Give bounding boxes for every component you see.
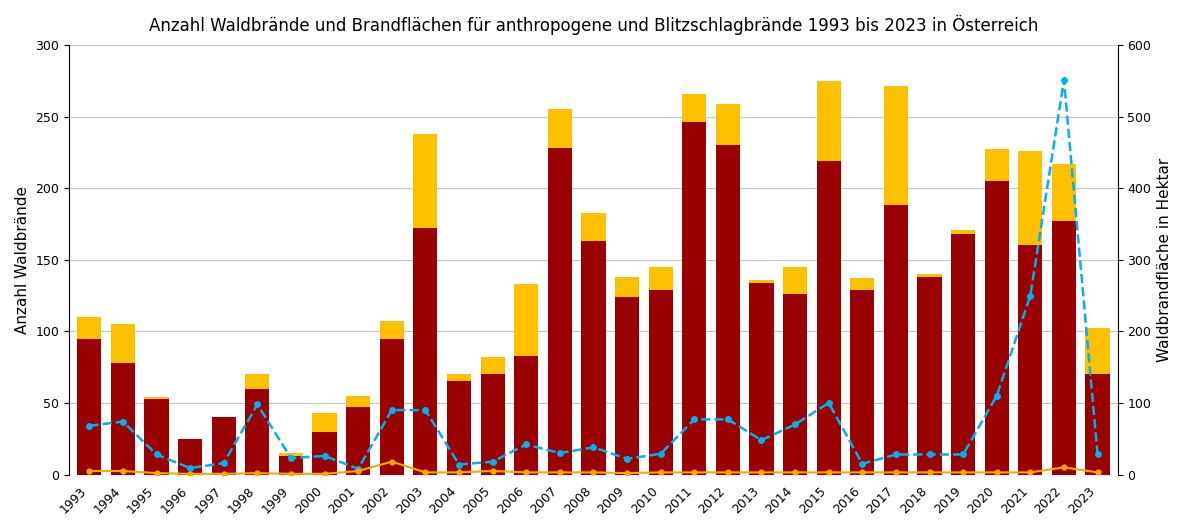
Bar: [312, 413, 337, 432]
Bar: [145, 399, 169, 475]
Bar: [547, 148, 572, 475]
Bar: [481, 374, 504, 475]
Title: Anzahl Waldbrände und Brandflächen für anthropogene und Blitzschlagbrände 1993 b: Anzahl Waldbrände und Brandflächen für a…: [148, 15, 1039, 35]
Bar: [347, 407, 370, 475]
Bar: [279, 453, 303, 456]
Bar: [380, 321, 404, 339]
Bar: [447, 381, 471, 475]
Bar: [110, 324, 135, 363]
Bar: [817, 161, 840, 475]
Bar: [413, 228, 438, 475]
Bar: [110, 363, 135, 475]
Bar: [582, 241, 605, 475]
Bar: [615, 277, 639, 297]
Bar: [481, 357, 504, 374]
Bar: [178, 439, 202, 475]
Bar: [1085, 374, 1110, 475]
Bar: [413, 134, 438, 228]
Y-axis label: Anzahl Waldbrände: Anzahl Waldbrände: [15, 186, 30, 334]
Bar: [783, 294, 807, 475]
Bar: [211, 417, 236, 475]
Y-axis label: Waldbrandfläche in Hektar: Waldbrandfläche in Hektar: [1157, 158, 1172, 362]
Bar: [648, 267, 673, 290]
Bar: [749, 280, 774, 282]
Bar: [615, 297, 639, 475]
Bar: [77, 317, 101, 339]
Bar: [312, 432, 337, 475]
Bar: [985, 150, 1009, 181]
Bar: [884, 87, 908, 205]
Bar: [817, 81, 840, 161]
Bar: [918, 274, 941, 277]
Bar: [850, 278, 875, 290]
Bar: [985, 181, 1009, 475]
Bar: [783, 267, 807, 294]
Bar: [951, 230, 976, 234]
Bar: [1018, 151, 1042, 245]
Bar: [648, 290, 673, 475]
Bar: [514, 284, 539, 356]
Bar: [918, 277, 941, 475]
Bar: [447, 374, 471, 381]
Bar: [951, 234, 976, 475]
Bar: [749, 282, 774, 475]
Bar: [145, 397, 169, 399]
Bar: [380, 339, 404, 475]
Bar: [279, 456, 303, 475]
Bar: [582, 212, 605, 241]
Bar: [1052, 221, 1077, 475]
Bar: [246, 374, 269, 389]
Bar: [683, 93, 706, 122]
Bar: [246, 389, 269, 475]
Bar: [347, 396, 370, 407]
Bar: [547, 109, 572, 148]
Bar: [683, 122, 706, 475]
Bar: [1085, 329, 1110, 374]
Bar: [77, 339, 101, 475]
Bar: [1052, 164, 1077, 221]
Bar: [884, 205, 908, 475]
Bar: [514, 356, 539, 475]
Bar: [850, 290, 875, 475]
Bar: [1018, 245, 1042, 475]
Bar: [716, 104, 740, 145]
Bar: [716, 145, 740, 475]
